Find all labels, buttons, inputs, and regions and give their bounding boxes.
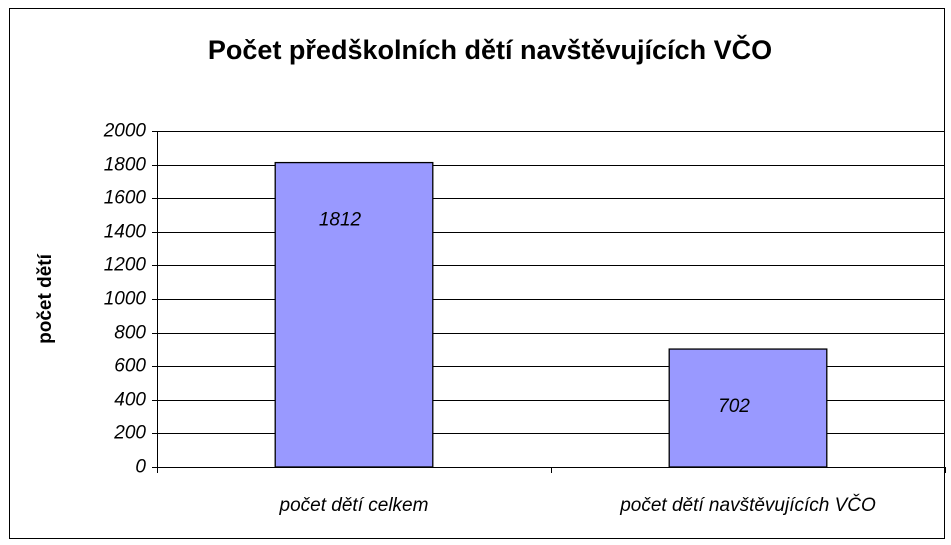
chart-title: Počet předškolních dětí navštěvujících V… (208, 34, 772, 65)
x-tick-label: počet dětí navštěvujících VČO (619, 494, 876, 516)
x-tick-label: počet dětí celkem (279, 495, 429, 516)
y-tick-label: 200 (113, 423, 146, 444)
bar (668, 348, 828, 468)
y-tick-label: 600 (114, 356, 146, 377)
data-label: 702 (718, 396, 750, 417)
bar (274, 161, 434, 468)
y-axis-label: počet dětí (35, 253, 56, 343)
y-tick-label: 2000 (103, 121, 147, 142)
y-tick-label: 0 (135, 457, 146, 478)
y-tick-label: 1400 (104, 222, 147, 243)
y-tick-label: 1200 (104, 255, 147, 276)
y-tick-label: 1600 (104, 188, 147, 209)
y-tick-label: 400 (114, 390, 146, 411)
y-tick-label: 1800 (104, 155, 147, 176)
y-tick-label: 800 (114, 323, 146, 344)
y-tick-label: 1000 (104, 289, 147, 310)
data-label: 1812 (319, 210, 362, 231)
